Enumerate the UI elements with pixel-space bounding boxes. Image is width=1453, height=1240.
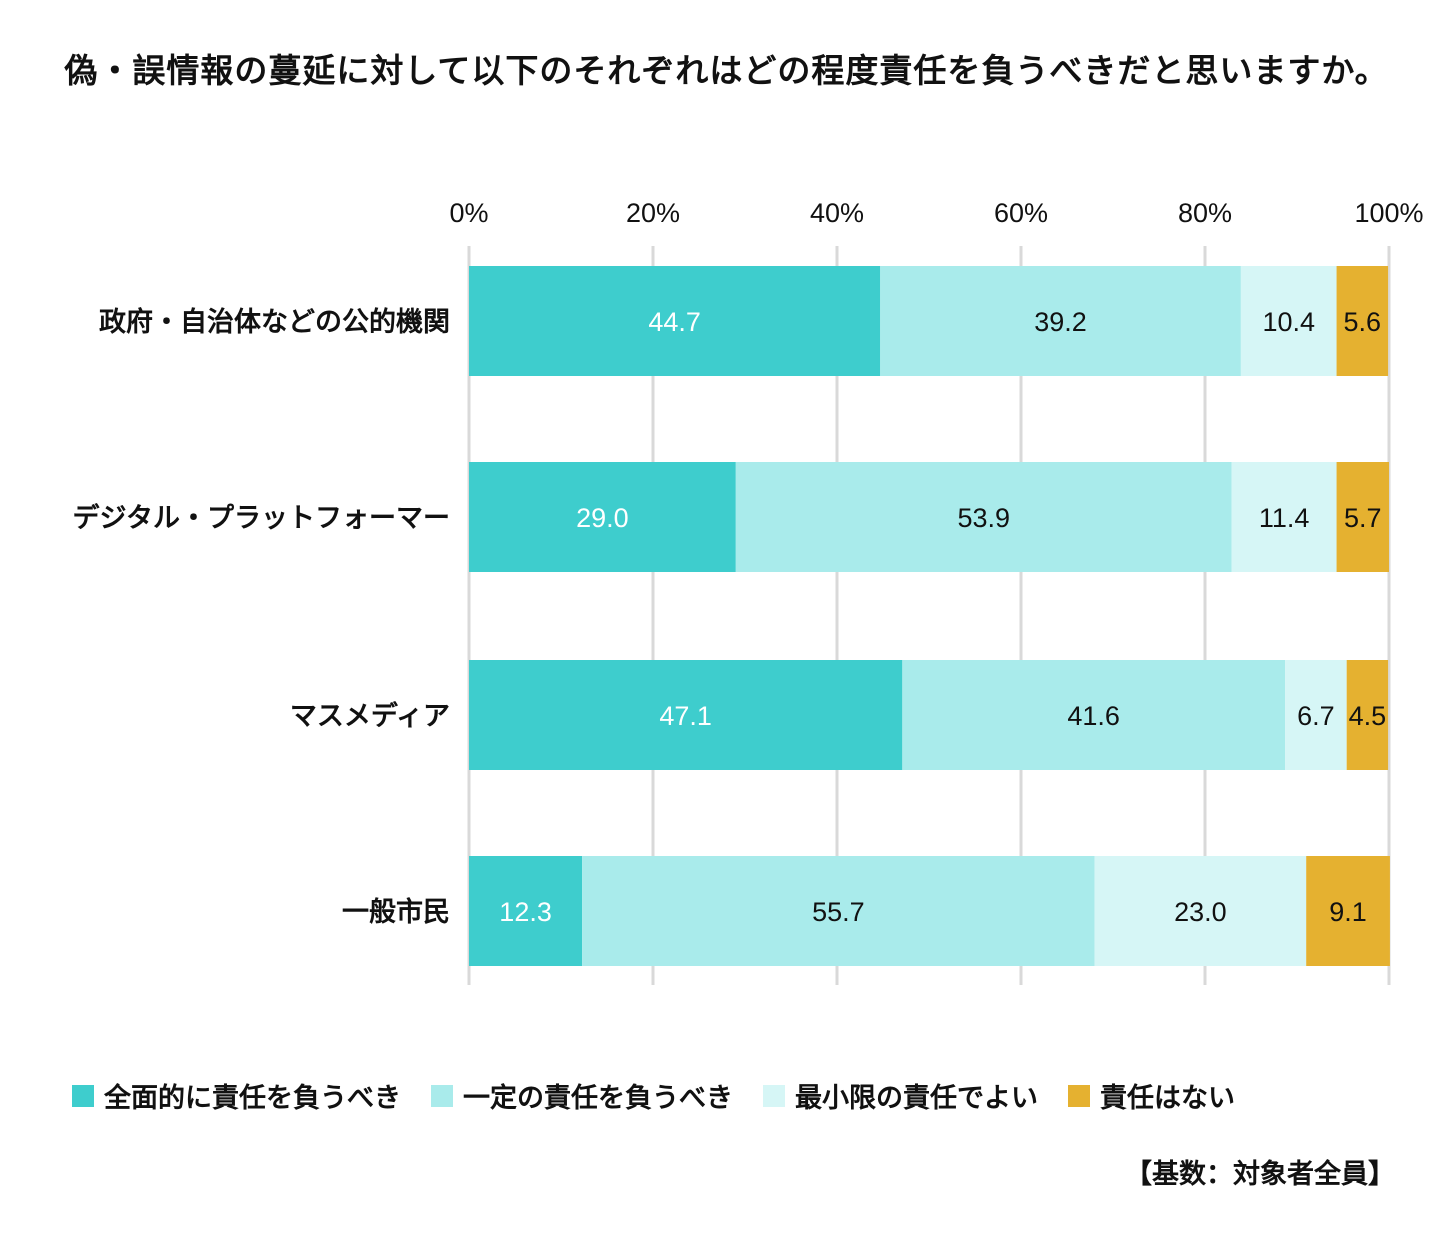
data-label: 55.7	[812, 897, 865, 927]
legend-swatch	[763, 1084, 785, 1107]
bar-segment	[582, 856, 1095, 966]
legend-swatch	[72, 1084, 94, 1107]
category-label: マスメディア	[290, 700, 450, 732]
data-label: 12.3	[499, 897, 552, 927]
legend-item: 責任はない	[1068, 1076, 1235, 1115]
bar-segment	[1346, 660, 1389, 770]
bar-segment	[469, 856, 583, 966]
legend-item: 全面的に責任を負うべき	[72, 1076, 401, 1115]
data-label: 4.5	[1349, 701, 1387, 731]
bar-segment	[469, 660, 903, 770]
bars: 44.7 39.2 10.4 5.6 29.0 53.9 11.4 5.7 47.1 41.6 6.…	[469, 266, 1390, 966]
bar-segment	[1231, 462, 1337, 572]
data-label: 53.9	[957, 503, 1010, 533]
x-axis-ticks: 0% 20% 40% 60% 80% 100%	[449, 198, 1423, 228]
data-label: 39.2	[1034, 307, 1087, 337]
bar-segment	[469, 462, 736, 572]
bar-segment	[1240, 266, 1337, 376]
data-label: 41.6	[1067, 701, 1120, 731]
bar-segment	[1285, 660, 1347, 770]
x-tick-label: 80%	[1178, 198, 1232, 228]
legend-swatch	[431, 1084, 453, 1107]
category-label: デジタル・プラットフォーマー	[73, 502, 450, 534]
legend-item: 最小限の責任でよい	[763, 1076, 1038, 1115]
data-label: 11.4	[1259, 503, 1310, 533]
base-note: 【基数：対象者全員】	[1125, 1159, 1395, 1190]
chart-title: 偽・誤情報の蔓延に対して以下のそれぞれはどの程度責任を負うべきだと思いますか。	[64, 51, 1389, 90]
x-tick-label: 40%	[810, 198, 864, 228]
legend-item: 一定の責任を負うべき	[431, 1076, 733, 1115]
data-label: 6.7	[1297, 701, 1335, 731]
data-label: 10.4	[1262, 307, 1315, 337]
x-tick-label: 0%	[449, 198, 488, 228]
legend-label: 責任はない	[1100, 1083, 1235, 1114]
legend: 全面的に責任を負うべき 一定の責任を負うべき 最小限の責任でよい 責任はない	[72, 1076, 1265, 1115]
x-tick-label: 20%	[626, 198, 680, 228]
bar-segment	[1306, 856, 1390, 966]
legend-label: 最小限の責任でよい	[795, 1083, 1038, 1114]
bar-segment	[469, 266, 881, 376]
data-label: 5.7	[1344, 503, 1382, 533]
bar-segment	[1336, 266, 1389, 376]
x-tick-label: 100%	[1354, 198, 1423, 228]
bar-segment	[735, 462, 1232, 572]
bar-segment	[880, 266, 1241, 376]
category-label: 政府・自治体などの公的機関	[99, 306, 450, 338]
legend-label: 全面的に責任を負うべき	[104, 1083, 401, 1114]
bar-segment	[902, 660, 1286, 770]
category-label: 一般市民	[342, 896, 450, 928]
data-label: 5.6	[1344, 307, 1382, 337]
x-tick-label: 60%	[994, 198, 1048, 228]
data-label: 47.1	[659, 701, 712, 731]
data-label: 23.0	[1174, 897, 1227, 927]
data-label: 29.0	[576, 503, 629, 533]
data-label: 44.7	[648, 307, 701, 337]
legend-label: 一定の責任を負うべき	[463, 1083, 733, 1114]
legend-swatch	[1068, 1084, 1090, 1107]
bar-segment	[1094, 856, 1307, 966]
data-label: 9.1	[1329, 897, 1367, 927]
bar-segment	[1336, 462, 1389, 572]
